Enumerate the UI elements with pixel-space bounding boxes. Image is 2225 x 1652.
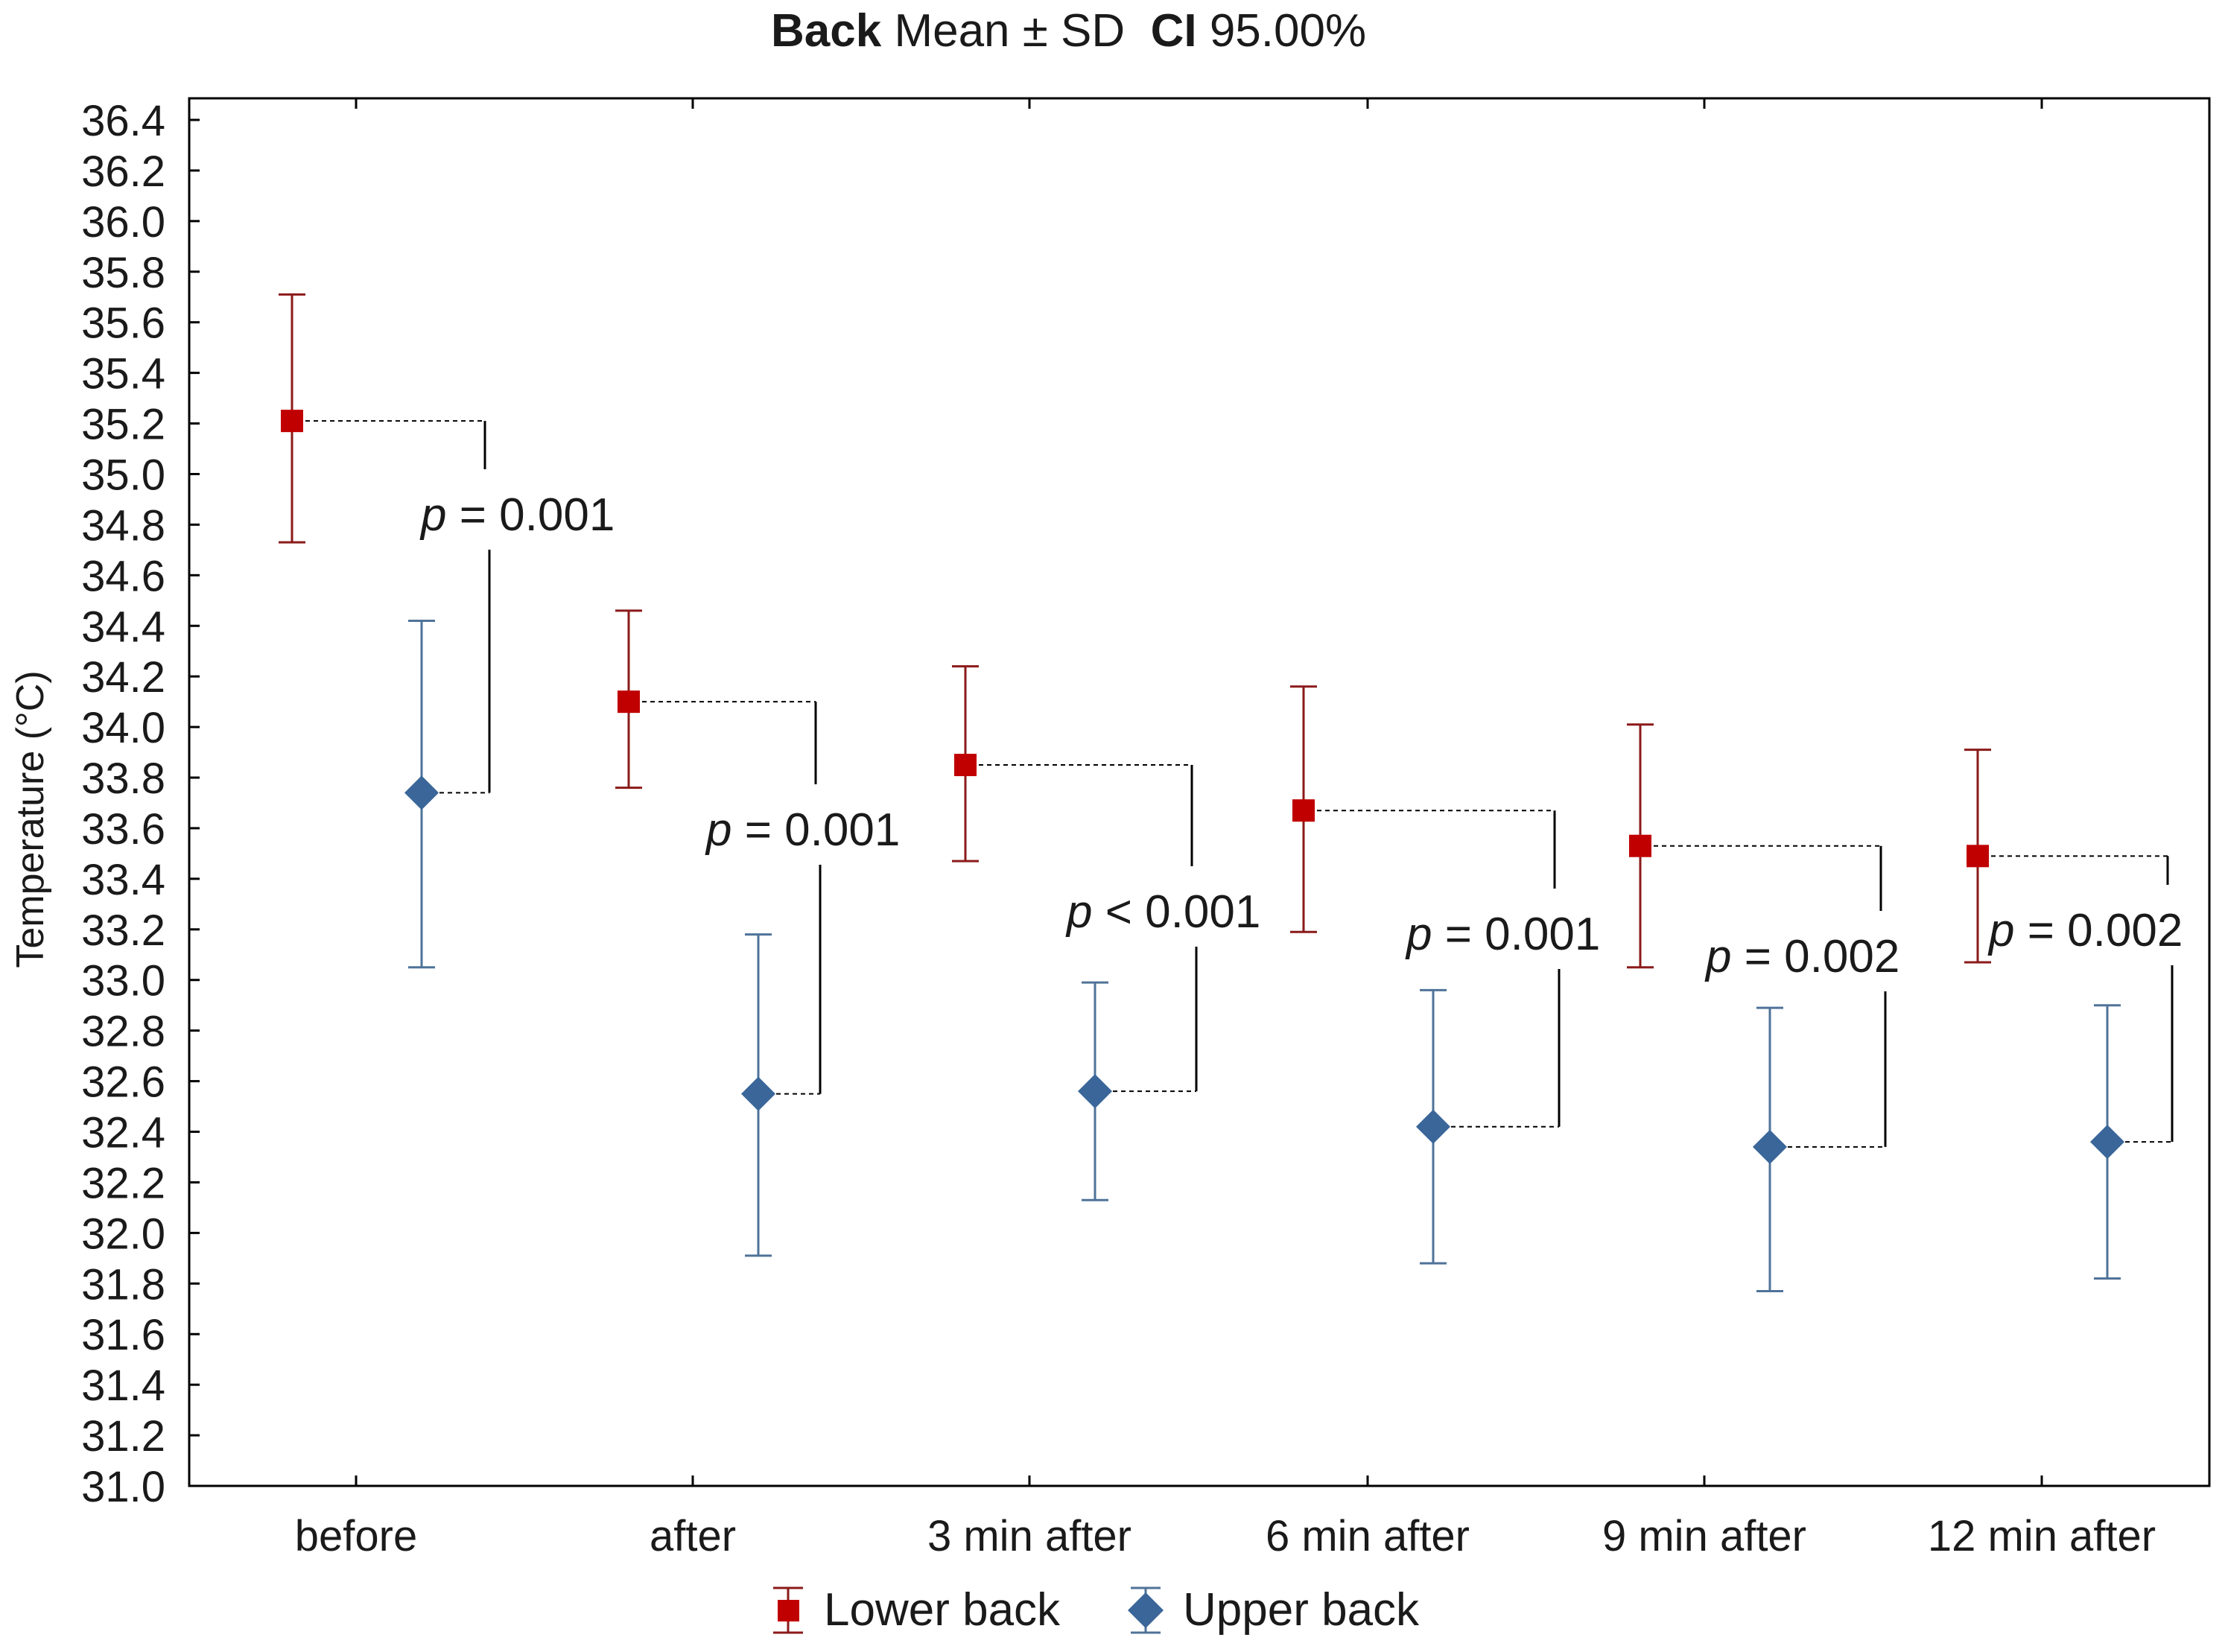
y-tick-label-5: 32.0 xyxy=(81,1210,165,1258)
p-value-symbol-4: p xyxy=(1704,931,1731,982)
legend-upper-back-marker xyxy=(1128,1592,1164,1628)
x-category-label-2: 3 min after xyxy=(927,1512,1131,1560)
x-category-label-3: 6 min after xyxy=(1266,1512,1470,1560)
p-value-label-4: p = 0.002 xyxy=(1704,931,1899,982)
y-tick-label-4: 31.8 xyxy=(81,1260,165,1309)
plot-frame xyxy=(188,97,2211,1487)
legend-item-upper-back: Upper back xyxy=(1128,1584,1420,1636)
chart-title-bold-back: Back xyxy=(771,5,882,57)
y-tick-label-24: 35.8 xyxy=(81,249,165,297)
y-tick-label-11: 33.2 xyxy=(81,906,165,955)
y-tick-label-0: 31.0 xyxy=(81,1463,165,1511)
y-axis: 31.031.231.431.631.832.032.232.432.632.8… xyxy=(81,97,200,1511)
y-tick-label-14: 33.8 xyxy=(81,754,165,803)
legend-upper-back-label: Upper back xyxy=(1183,1584,1420,1636)
chart-title: Back Mean ± SD CI 95.00% xyxy=(771,5,1366,57)
data-point-1-4 xyxy=(1753,1129,1787,1164)
x-category-label-0: before xyxy=(295,1512,417,1560)
p-value-symbol-3: p xyxy=(1405,909,1432,960)
y-tick-label-26: 36.2 xyxy=(81,147,165,196)
data-point-0-3 xyxy=(1292,799,1315,822)
x-axis: before after 3 min after 6 min after 9 min a… xyxy=(295,98,2156,1560)
y-tick-label-20: 35.0 xyxy=(81,451,165,499)
p-value-symbol-1: p xyxy=(705,804,731,856)
p-value-text-0: = 0.001 xyxy=(446,489,615,541)
y-tick-label-2: 31.4 xyxy=(81,1362,165,1410)
p-value-label-1: p = 0.001 xyxy=(705,804,900,856)
data-point-0-4 xyxy=(1629,834,1651,857)
y-tick-label-19: 34.8 xyxy=(81,501,165,550)
p-value-symbol-2: p xyxy=(1065,886,1092,938)
p-value-label-0: p = 0.001 xyxy=(419,489,615,541)
y-tick-label-1: 31.2 xyxy=(81,1412,165,1461)
x-category-label-1: after xyxy=(650,1512,736,1560)
y-tick-label-9: 32.8 xyxy=(81,1008,165,1056)
y-tick-label-18: 34.6 xyxy=(81,552,165,600)
series-layer xyxy=(279,293,2124,1292)
chart-title-bold-ci: CI xyxy=(1151,5,1197,57)
p-value-symbol-0: p xyxy=(419,489,446,541)
series-upper-back xyxy=(404,619,2124,1292)
legend-item-lower-back: Lower back xyxy=(773,1584,1061,1636)
y-tick-label-12: 33.4 xyxy=(81,856,165,904)
data-point-1-0 xyxy=(404,775,439,810)
x-category-label-5: 12 min after xyxy=(1928,1512,2156,1560)
legend: Lower back Upper back xyxy=(773,1584,1420,1636)
data-point-0-5 xyxy=(1967,845,1989,868)
p-value-text-2: < 0.001 xyxy=(1092,886,1260,938)
data-point-0-1 xyxy=(618,690,640,714)
p-value-text-5: = 0.002 xyxy=(2014,905,2183,956)
p-value-text-1: = 0.001 xyxy=(731,804,900,856)
y-axis-label: Temperature (°C) xyxy=(9,670,52,968)
p-value-text-4: = 0.002 xyxy=(1731,931,1899,982)
x-category-label-4: 9 min after xyxy=(1602,1512,1806,1560)
p-value-label-3: p = 0.001 xyxy=(1405,909,1600,960)
y-tick-label-23: 35.6 xyxy=(81,299,165,348)
y-tick-label-8: 32.6 xyxy=(81,1058,165,1107)
y-tick-label-7: 32.4 xyxy=(81,1109,165,1157)
p-value-symbol-5: p xyxy=(1987,905,2014,956)
y-tick-label-3: 31.6 xyxy=(81,1311,165,1359)
y-tick-label-6: 32.2 xyxy=(81,1159,165,1207)
legend-lower-back-label: Lower back xyxy=(824,1584,1061,1636)
data-point-0-0 xyxy=(281,410,303,433)
legend-lower-back-marker xyxy=(778,1600,799,1621)
y-tick-label-10: 33.0 xyxy=(81,957,165,1006)
data-point-1-3 xyxy=(1416,1109,1450,1144)
p-value-label-2: p < 0.001 xyxy=(1065,886,1260,938)
y-tick-label-27: 36.4 xyxy=(81,97,165,145)
data-point-1-5 xyxy=(2090,1125,2124,1160)
y-tick-label-13: 33.6 xyxy=(81,805,165,854)
annotation-connectors xyxy=(305,420,2174,1148)
y-tick-label-25: 36.0 xyxy=(81,198,165,247)
y-tick-label-17: 34.4 xyxy=(81,603,165,651)
y-tick-label-16: 34.2 xyxy=(81,653,165,702)
data-point-1-2 xyxy=(1078,1074,1112,1109)
data-point-1-1 xyxy=(741,1076,775,1111)
y-tick-label-22: 35.4 xyxy=(81,350,165,398)
p-value-text-3: = 0.001 xyxy=(1432,909,1600,960)
series-lower-back xyxy=(279,293,1991,969)
data-point-0-2 xyxy=(954,754,977,777)
p-value-label-5: p = 0.002 xyxy=(1987,905,2183,956)
y-tick-label-15: 34.0 xyxy=(81,704,165,752)
y-tick-label-21: 35.2 xyxy=(81,401,165,449)
chart-title-ci-value: 95.00% xyxy=(1197,5,1367,57)
chart-title-mean-sd: Mean ± SD xyxy=(881,5,1150,57)
